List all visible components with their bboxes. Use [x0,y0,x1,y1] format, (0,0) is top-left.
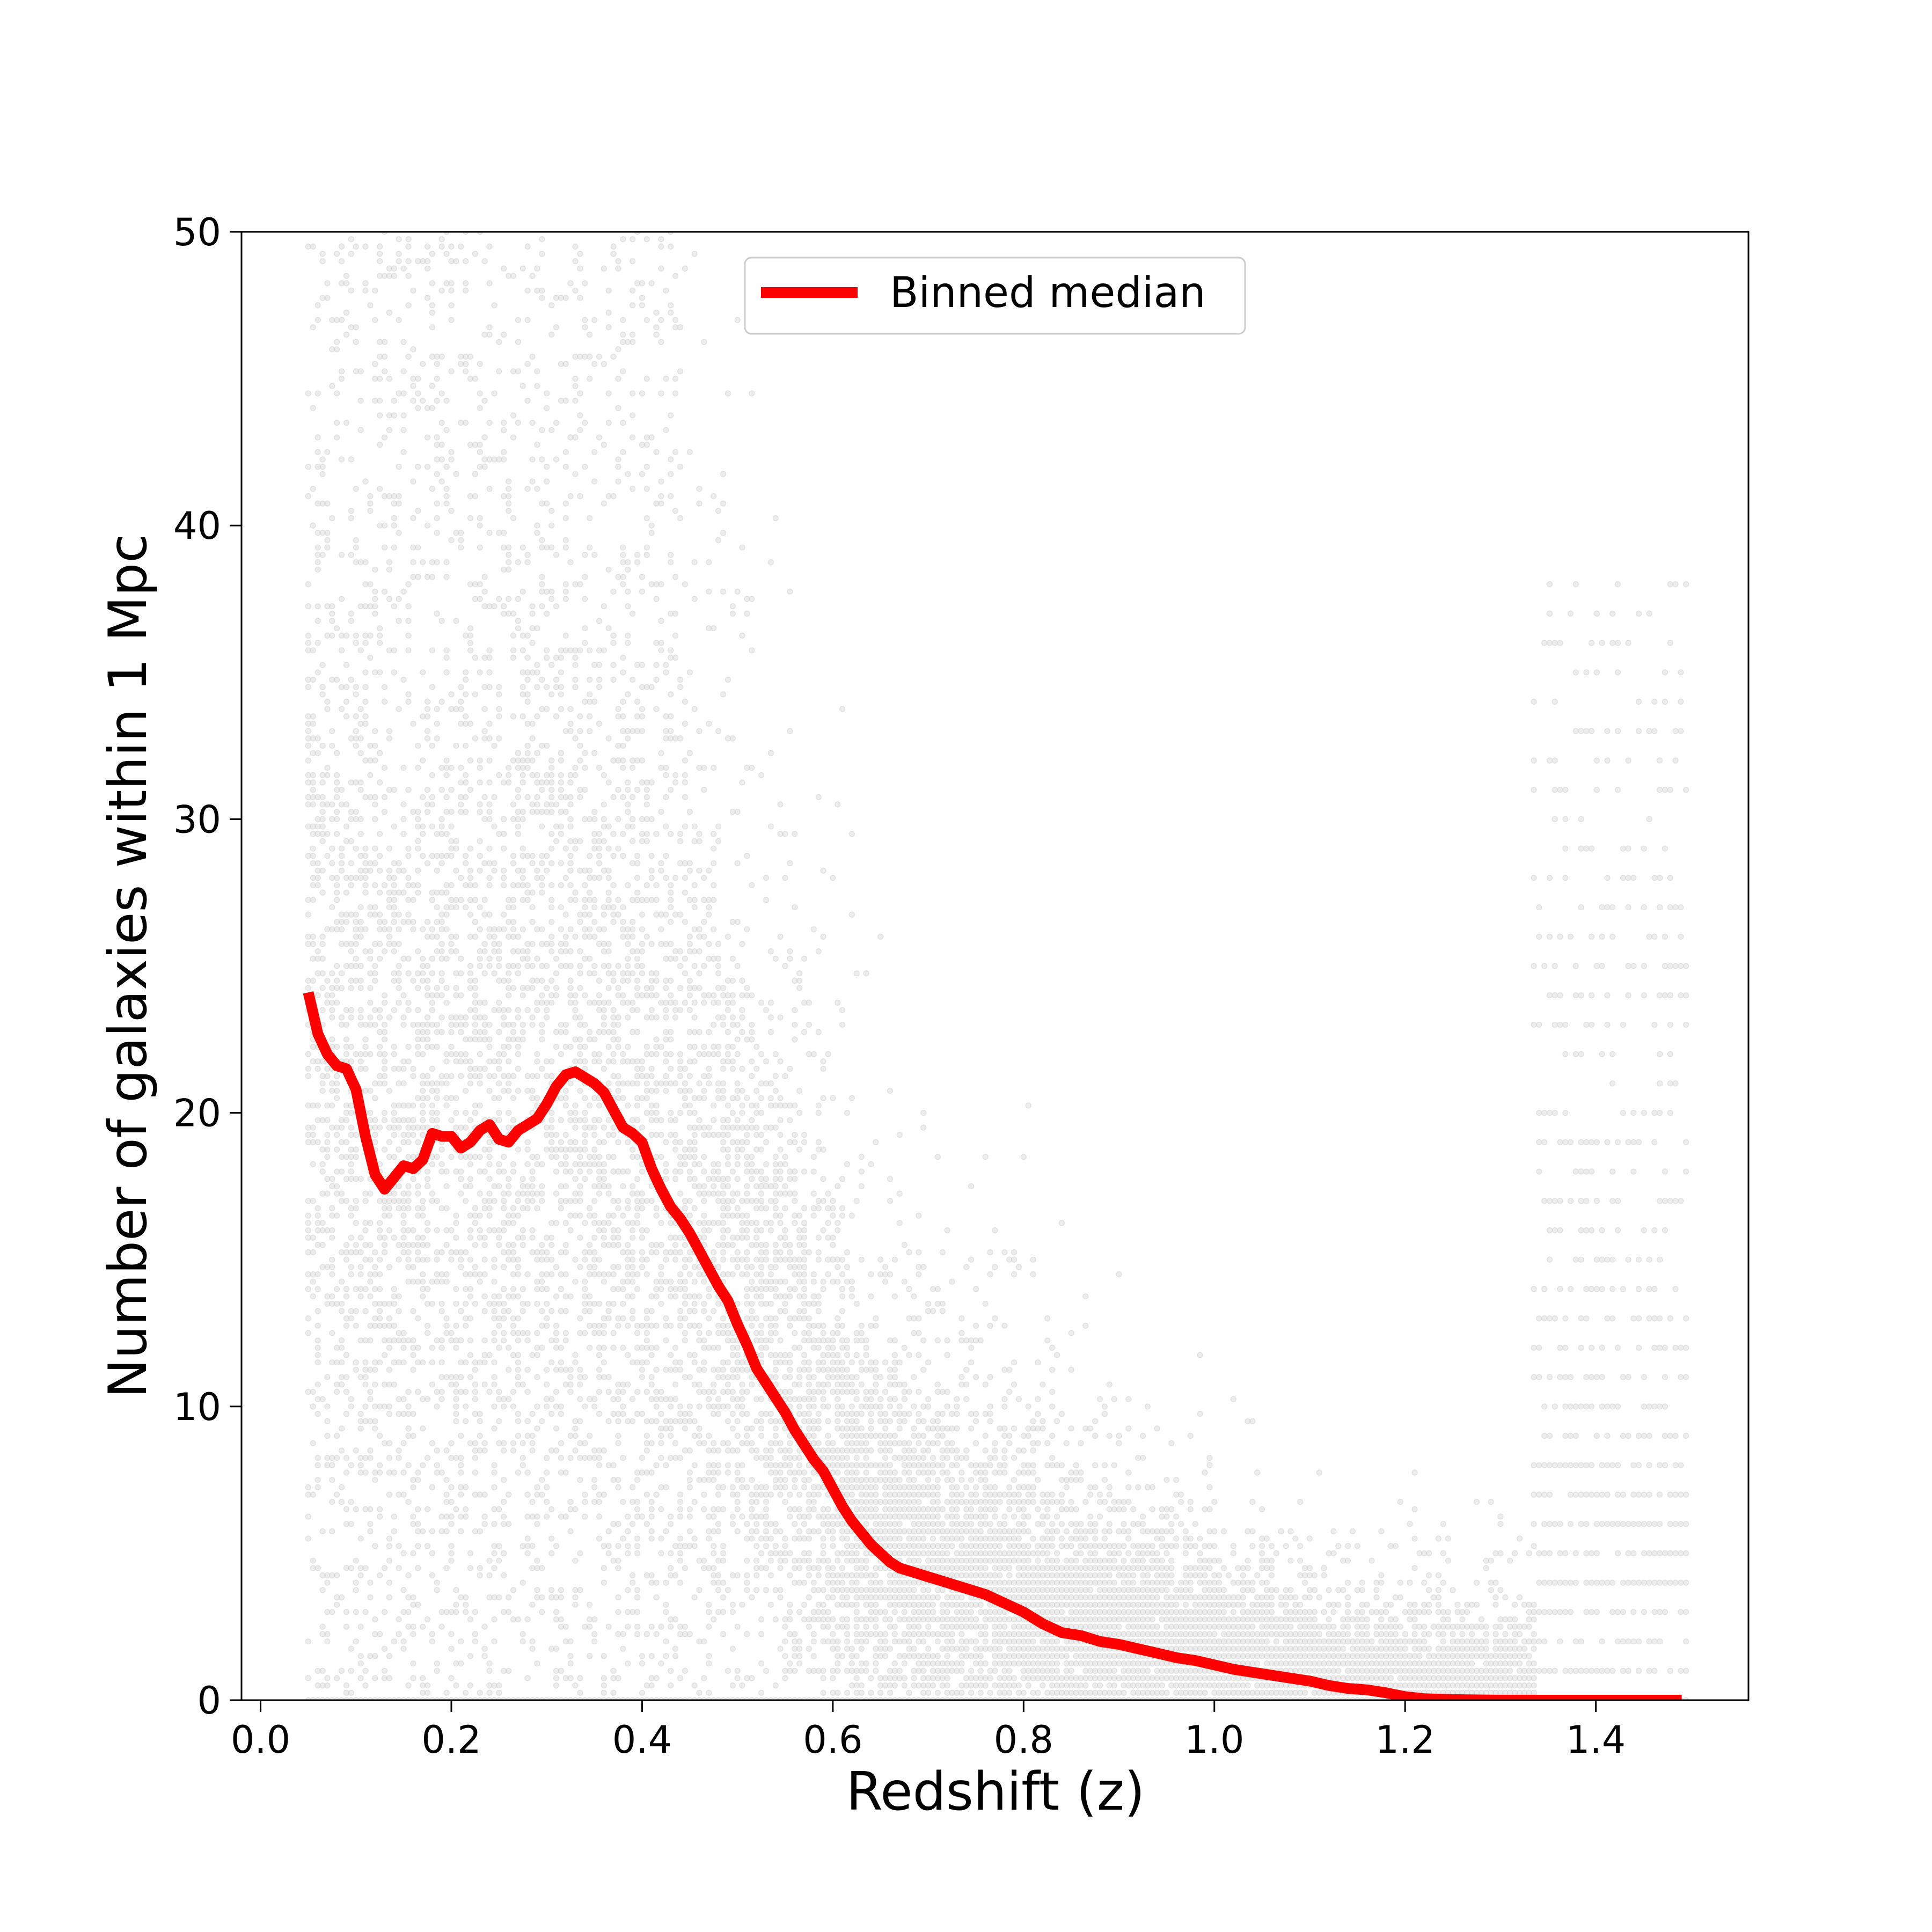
legend-median-label: Binned median [890,269,1206,317]
legend: Binned median [745,258,1245,334]
y-tick-label: 40 [173,504,221,548]
x-tick-label: 1.2 [1375,1718,1435,1762]
y-tick-label: 50 [173,210,221,254]
x-tick-label: 1.0 [1184,1718,1244,1762]
y-tick-label: 20 [173,1092,221,1136]
x-tick-label: 0.2 [421,1718,481,1762]
y-tick-label: 0 [197,1679,221,1723]
x-tick-label: 0.8 [994,1718,1053,1762]
x-tick-label: 1.4 [1566,1718,1626,1762]
x-tick-label: 0.6 [803,1718,862,1762]
x-tick-label: 0.4 [612,1718,672,1762]
x-tick-label: 0.0 [231,1718,290,1762]
y-tick-label: 30 [173,797,221,841]
y-tick-label: 10 [173,1385,221,1429]
x-axis-label: Redshift (z) [846,1761,1145,1823]
y-axis-label: Number of galaxies within 1 Mpc [98,534,159,1398]
